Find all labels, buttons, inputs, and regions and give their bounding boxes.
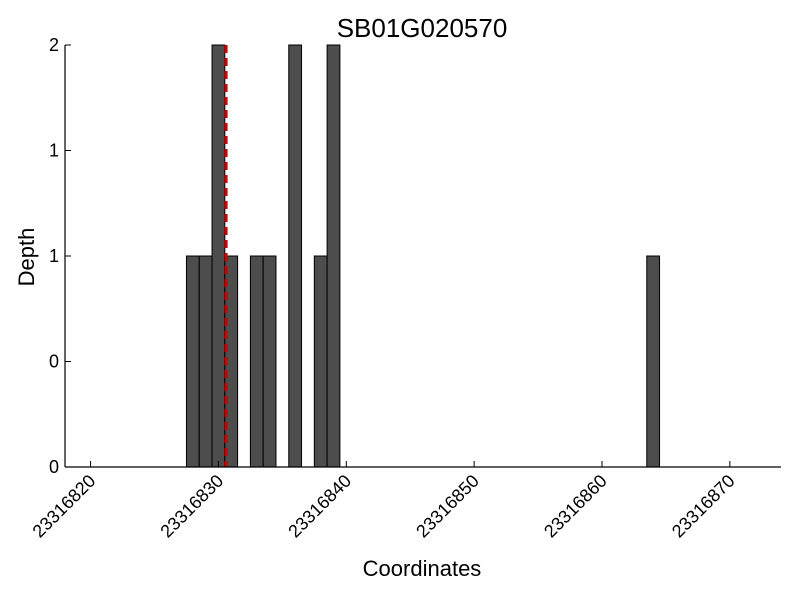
x-tick-label-0: 23316820 xyxy=(29,471,100,542)
chart-title: SB01G020570 xyxy=(337,13,508,43)
y-axis-label: Depth xyxy=(14,228,39,287)
bar-5 xyxy=(262,255,277,468)
bar-9 xyxy=(646,255,661,468)
y-tick-label-4: 2 xyxy=(49,35,59,55)
bar-6 xyxy=(288,44,303,468)
y-tick-label-2: 1 xyxy=(49,246,59,266)
y-tick-label-3: 1 xyxy=(49,141,59,161)
x-tick-label-4: 23316860 xyxy=(540,471,611,542)
bar-0 xyxy=(185,255,200,468)
x-axis-ticks: 23316820 23316830 23316840 23316850 23316860… xyxy=(29,461,739,541)
bar-4 xyxy=(249,255,264,468)
axes xyxy=(64,45,781,468)
y-tick-label-0: 0 xyxy=(49,457,59,477)
x-tick-label-5: 23316870 xyxy=(668,471,739,542)
bar-2 xyxy=(211,44,226,468)
bars xyxy=(185,44,661,468)
x-tick-label-3: 23316850 xyxy=(412,471,483,542)
x-tick-label-2: 23316840 xyxy=(284,471,355,542)
bar-1 xyxy=(198,255,213,468)
y-axis-ticks: 0 0 1 1 2 xyxy=(49,35,71,477)
y-tick-label-1: 0 xyxy=(49,352,59,372)
bar-7 xyxy=(313,255,328,468)
x-tick-label-1: 23316830 xyxy=(156,471,227,542)
bar-8 xyxy=(326,44,341,468)
x-axis-label: Coordinates xyxy=(363,556,482,581)
